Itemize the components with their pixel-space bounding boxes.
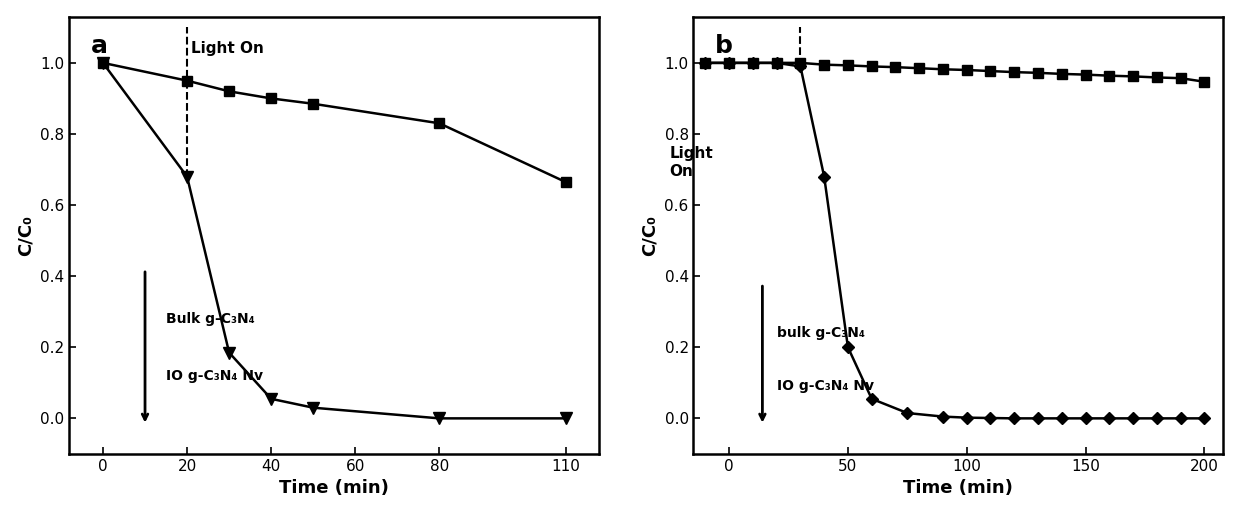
Text: Light
On: Light On <box>670 146 713 179</box>
X-axis label: Time (min): Time (min) <box>904 480 1013 498</box>
Text: IO g-C₃N₄ Nv: IO g-C₃N₄ Nv <box>776 379 874 393</box>
Text: IO g-C₃N₄ Nv: IO g-C₃N₄ Nv <box>166 369 263 383</box>
Text: Bulk g-C₃N₄: Bulk g-C₃N₄ <box>166 312 254 326</box>
Text: Light On: Light On <box>191 41 264 56</box>
Y-axis label: C/C₀: C/C₀ <box>641 215 658 256</box>
Y-axis label: C/C₀: C/C₀ <box>16 215 35 256</box>
Text: b: b <box>714 34 733 58</box>
Text: a: a <box>91 34 108 58</box>
Text: bulk g-C₃N₄: bulk g-C₃N₄ <box>776 326 864 340</box>
X-axis label: Time (min): Time (min) <box>279 480 389 498</box>
